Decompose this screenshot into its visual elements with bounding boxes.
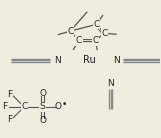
Text: F: F xyxy=(8,90,13,99)
Text: C: C xyxy=(93,20,99,29)
Text: C: C xyxy=(101,29,107,38)
Text: C: C xyxy=(67,27,73,36)
Text: S: S xyxy=(40,102,45,111)
Text: O: O xyxy=(39,116,46,125)
Text: C: C xyxy=(21,102,28,111)
Text: N: N xyxy=(114,56,120,65)
Text: O: O xyxy=(55,102,62,111)
Text: C: C xyxy=(76,36,82,45)
Text: N: N xyxy=(107,79,114,88)
Text: Ru: Ru xyxy=(83,55,96,65)
Text: O: O xyxy=(39,89,46,98)
Text: F: F xyxy=(8,115,13,124)
Text: C: C xyxy=(92,36,99,45)
Text: F: F xyxy=(2,102,7,111)
Text: N: N xyxy=(54,56,61,65)
Text: •: • xyxy=(62,100,67,109)
